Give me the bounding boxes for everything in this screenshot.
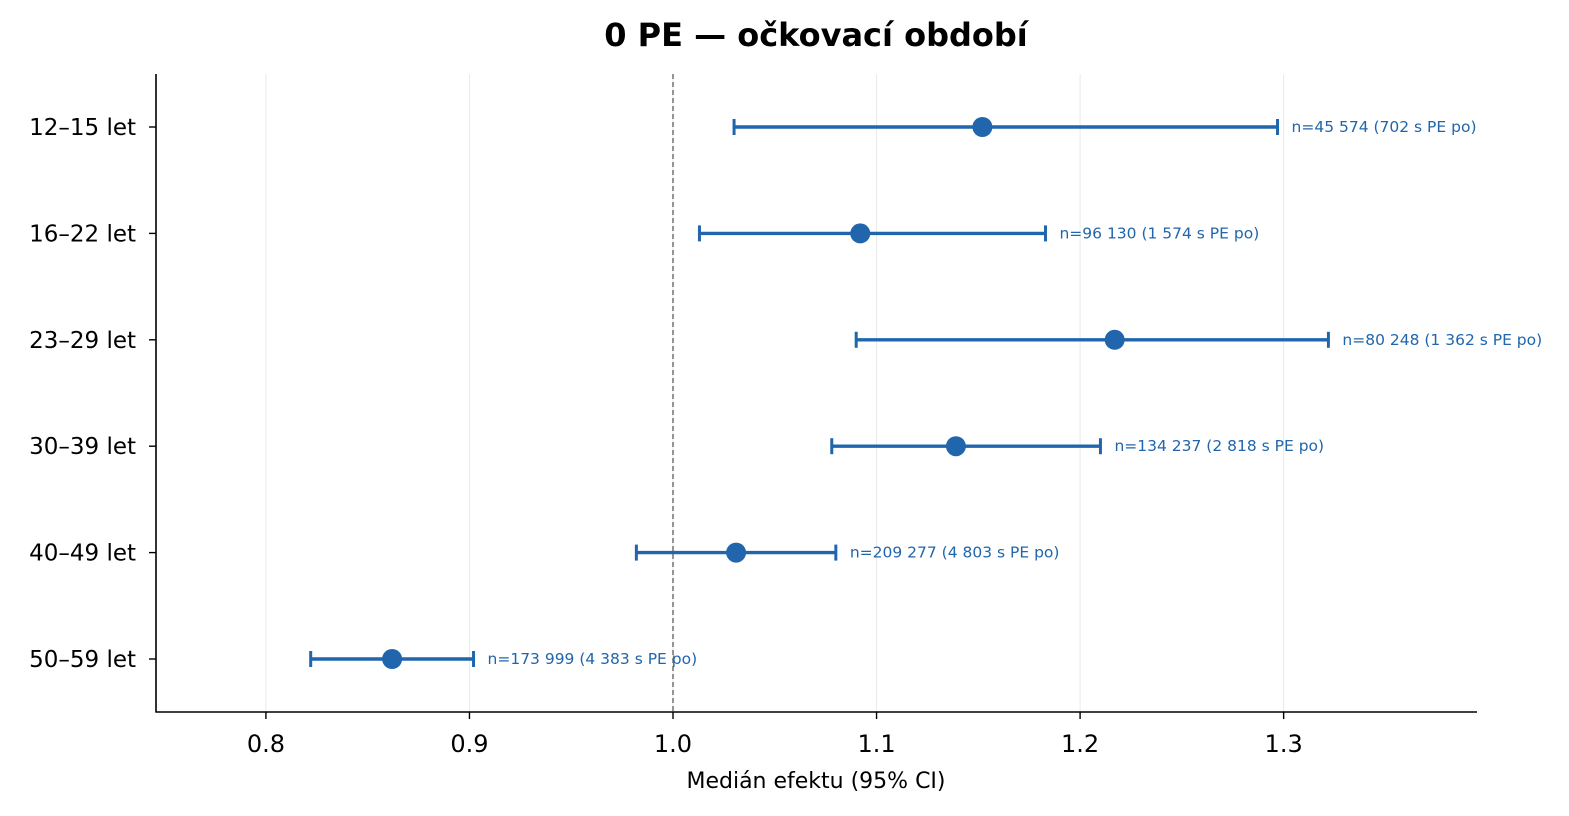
x-tick-label-2: 1.0 xyxy=(654,730,692,758)
x-ticks: 0.8 0.9 1.0 1.1 1.2 1.3 xyxy=(247,712,1303,758)
x-tick-label-4: 1.2 xyxy=(1061,730,1099,758)
row-0: n=45 574 (702 s PE po) xyxy=(732,117,1477,137)
y-tick-label-0: 12–15 let xyxy=(29,115,136,141)
annotation-5: n=173 999 (4 383 s PE po) xyxy=(488,650,698,668)
axes xyxy=(155,74,1477,713)
annotation-3: n=134 237 (2 818 s PE po) xyxy=(1114,437,1324,455)
median-point-5 xyxy=(382,649,403,669)
median-point-1 xyxy=(850,223,871,244)
median-point-4 xyxy=(726,542,747,563)
y-tick-label-3: 30–39 let xyxy=(29,434,136,460)
row-1: n=96 130 (1 574 s PE po) xyxy=(697,223,1259,244)
chart-title: 0 PE — očkovací období xyxy=(604,16,1030,54)
x-tick-label-0: 0.8 xyxy=(247,730,285,758)
y-tick-label-5: 50–59 let xyxy=(29,647,136,673)
median-point-2 xyxy=(1104,329,1125,350)
y-tick-label-2: 23–29 let xyxy=(29,328,136,354)
annotation-2: n=80 248 (1 362 s PE po) xyxy=(1342,331,1542,349)
x-tick-label-1: 0.9 xyxy=(450,730,488,758)
y-tick-label-4: 40–49 let xyxy=(29,541,136,567)
median-point-0 xyxy=(972,117,993,137)
x-axis-label: Medián efektu (95% CI) xyxy=(686,769,945,794)
row-2: n=80 248 (1 362 s PE po) xyxy=(854,329,1542,350)
grid-lines xyxy=(265,74,1285,712)
x-tick-label-3: 1.1 xyxy=(857,730,895,758)
x-tick-label-5: 1.3 xyxy=(1265,730,1303,758)
y-tick-label-1: 16–22 let xyxy=(29,221,136,247)
y-ticks: 12–15 let 16–22 let 23–29 let 30–39 let 40–4… xyxy=(29,115,156,673)
annotation-1: n=96 130 (1 574 s PE po) xyxy=(1059,224,1259,242)
annotation-0: n=45 574 (702 s PE po) xyxy=(1292,118,1477,136)
data-rows: n=45 574 (702 s PE po) n=96 130 (1 574 s … xyxy=(309,117,1542,669)
row-3: n=134 237 (2 818 s PE po) xyxy=(830,436,1324,457)
median-point-3 xyxy=(945,436,966,457)
row-4: n=209 277 (4 803 s PE po) xyxy=(634,542,1060,563)
annotation-4: n=209 277 (4 803 s PE po) xyxy=(850,544,1060,562)
row-5: n=173 999 (4 383 s PE po) xyxy=(309,649,698,669)
